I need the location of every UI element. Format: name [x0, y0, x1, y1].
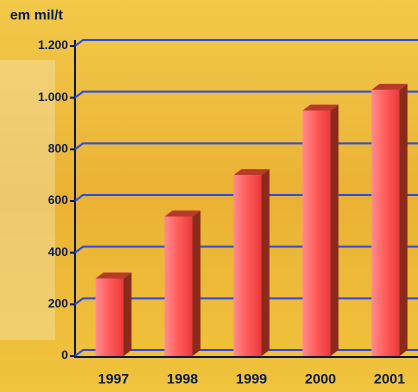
- bar-side: [399, 83, 408, 357]
- grid-line: [74, 39, 418, 47]
- y-tick-label: 400: [48, 245, 68, 259]
- bar-side: [123, 272, 132, 356]
- x-tick-label: 2000: [305, 371, 336, 387]
- bar: [233, 175, 262, 356]
- y-tick-label: 0: [61, 348, 68, 362]
- bar-side: [330, 104, 339, 356]
- bar-side: [261, 169, 270, 356]
- bar: [95, 278, 124, 356]
- y-tick-label: 1.200: [38, 38, 68, 52]
- y-tick-label: 600: [48, 193, 68, 207]
- y-tick-label: 1.000: [38, 90, 68, 104]
- bar-side: [192, 210, 201, 356]
- bar-top: [233, 169, 270, 176]
- bar: [371, 89, 400, 357]
- background-logo-area: [0, 60, 55, 340]
- grid-line: [74, 90, 418, 99]
- bar-top: [95, 272, 132, 279]
- bar-top: [371, 83, 408, 90]
- x-tick-label: 1999: [236, 371, 267, 387]
- x-tick-label: 1998: [167, 371, 198, 387]
- y-tick-label: 200: [48, 297, 68, 311]
- x-tick-label: 2001: [374, 371, 405, 387]
- bar: [164, 216, 193, 356]
- y-tick-label: 800: [48, 142, 68, 156]
- bar-top: [302, 104, 339, 111]
- bar: [302, 110, 331, 356]
- bar-top: [164, 210, 201, 217]
- y-axis-label: em mil/t: [10, 7, 63, 23]
- x-tick-label: 1997: [98, 371, 129, 387]
